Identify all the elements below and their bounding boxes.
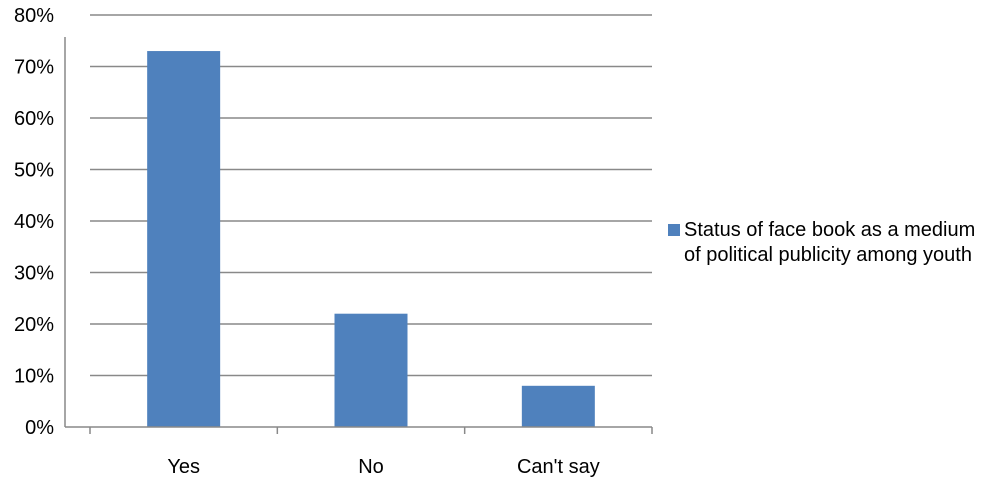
x-tick-label: Yes (167, 456, 200, 478)
x-tick-label: No (358, 456, 384, 478)
bars (147, 51, 595, 428)
y-tick-label: 60% (14, 108, 54, 130)
x-tick-label: Can't say (517, 456, 600, 478)
bar (521, 385, 595, 427)
y-tick-label: 50% (14, 160, 54, 182)
y-tick-label: 40% (14, 211, 54, 233)
y-tick-label: 10% (14, 366, 54, 388)
y-tick-label: 0% (25, 417, 54, 439)
axes (64, 37, 653, 434)
y-tick-label: 30% (14, 263, 54, 285)
legend-label: Status of face book as a medium of polit… (684, 219, 976, 266)
bar (147, 51, 221, 428)
legend: Status of face book as a medium of polit… (668, 218, 988, 268)
legend-swatch (668, 224, 680, 236)
y-tick-label: 80% (14, 5, 54, 27)
y-axis-tick-labels: 0% 10% 20% 30% 40% 50% 60% 70% 80% (14, 5, 54, 439)
y-tick-label: 70% (14, 57, 54, 79)
x-axis-tick-labels: Yes No Can't say (167, 456, 599, 478)
y-tick-label: 20% (14, 314, 54, 336)
bar (334, 313, 408, 427)
